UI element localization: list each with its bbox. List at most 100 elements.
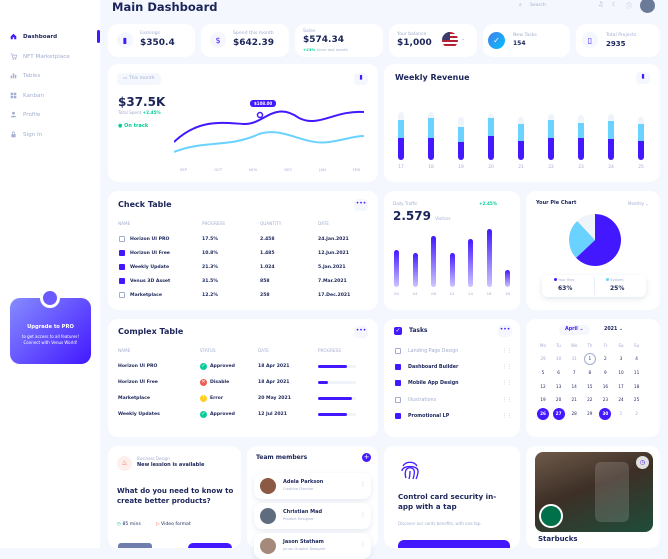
calendar-day[interactable]: 10 [618,369,624,375]
avatar-group [118,543,152,548]
axis-label: OCT [214,167,223,172]
traffic-unit: Visitors [435,216,451,221]
line-chart [174,110,364,153]
calendar-day[interactable]: 25 [633,397,640,403]
calendar-day[interactable]: 1 [619,411,623,417]
calendar-day[interactable]: 2 [635,411,638,417]
calendar-day[interactable]: 3 [619,356,623,361]
calendar-day[interactable]: 9 [604,369,607,375]
card-title: Your Pie Chart [536,200,577,206]
stat-total-projects: ▯ Total Projects 2935 [576,24,660,57]
sidebar-item-sign-in[interactable]: Sign In [10,131,42,138]
sidebar-item-nft-marketplace[interactable]: NFT Marketplace [10,53,70,60]
calendar-day[interactable]: 5 [541,369,545,375]
calendar-day[interactable]: 16 [602,383,609,389]
sidebar-item-dashboard[interactable]: Dashboard [10,33,57,40]
drag-handle-icon[interactable]: ⋮⋮ [502,364,512,371]
column-header: NAME [118,221,131,226]
calendar-day[interactable]: 12 [540,383,546,389]
calendar-day[interactable]: 19 [540,397,546,403]
revenue-bar-segment [458,127,464,143]
calendar-day[interactable]: 24 [618,397,624,403]
year-selector[interactable]: 2021 ⌄ [604,327,624,332]
chart-menu-button[interactable]: ▮ [636,72,650,84]
bell-icon[interactable]: ♫ [598,1,604,8]
calendar-day[interactable]: 22 [587,397,593,403]
task-checkbox[interactable] [395,380,401,387]
stat-sub: since last month [316,47,348,52]
calendar-day[interactable]: 29 [587,411,593,417]
revenue-bar-segment [578,122,584,138]
sidebar-item-tables[interactable]: Tables [10,72,40,79]
calendar-day[interactable]: 15 [587,383,593,389]
info-icon[interactable]: ⓘ [626,3,633,10]
more-icon[interactable]: ⋮ [360,541,366,548]
avatar[interactable] [640,0,655,13]
line-series-2 [174,131,364,153]
drag-handle-icon[interactable]: ⋮⋮ [502,412,512,419]
drag-handle-icon[interactable]: ⋮⋮ [502,348,512,354]
revenue-bar-segment [608,121,614,140]
calendar-day[interactable]: 7 [572,369,576,375]
month-selector[interactable]: April ⌄ [559,325,590,335]
more-icon[interactable]: ⋮ [360,481,366,488]
search-input[interactable]: ⌕ Search [512,0,590,12]
calendar-day[interactable]: 1 [588,356,592,361]
task-checkbox[interactable] [395,412,401,419]
calendar-day[interactable]: 20 [555,397,562,403]
drag-handle-icon[interactable]: ⋮⋮ [502,380,512,387]
calendar-day[interactable]: 26 [540,411,546,417]
calendar-day[interactable]: 13 [555,383,562,389]
traffic-bar [468,239,473,287]
cell-quantity: 1.024 [260,265,275,270]
calendar-day[interactable]: 14 [571,383,577,389]
calendar-day[interactable]: 31 [571,356,577,361]
more-button[interactable]: ••• [498,325,512,337]
security-button[interactable] [398,540,510,548]
timer-icon[interactable]: ◷ [636,456,649,469]
lesson-format: Video format [161,522,191,527]
legend-swatch [554,278,557,281]
task-checkbox[interactable] [395,348,401,354]
add-member-button[interactable]: + [362,453,371,462]
calendar-day[interactable]: 2 [604,356,607,361]
chart-menu-button[interactable]: ▮ [354,73,368,85]
calendar-day[interactable]: 30 [602,411,609,417]
calendar-day[interactable]: 30 [555,356,562,361]
row-checkbox[interactable] [119,236,125,242]
calendar-day[interactable]: 29 [540,356,546,361]
more-icon[interactable]: ⋮ [360,511,366,518]
lesson-question: What do you need to know to create bette… [117,487,234,505]
card-title: Complex Table [118,327,184,336]
task-checkbox[interactable] [395,396,401,403]
cell-name: Venus 3D Asset [130,279,171,284]
drag-handle-icon[interactable]: ⋮⋮ [502,396,512,403]
task-checkbox[interactable] [395,364,401,371]
row-checkbox[interactable] [119,292,125,298]
calendar-day[interactable]: 4 [635,356,638,361]
lesson-button[interactable] [188,543,232,548]
more-button[interactable]: ••• [354,199,368,211]
active-indicator [97,30,100,43]
calendar-day[interactable]: 18 [633,383,640,389]
calendar-day[interactable]: 23 [602,397,609,403]
chevron-down-icon[interactable]: ⌄ [461,36,466,42]
sidebar-item-profile[interactable]: Profile [10,111,40,118]
row-checkbox[interactable] [119,264,125,270]
calendar-day[interactable]: 21 [571,397,577,403]
calendar-day[interactable]: 28 [571,411,577,417]
x-circle-icon: ✕ [200,379,207,386]
calendar-day[interactable]: 6 [557,369,560,375]
calendar-day[interactable]: 17 [618,383,624,389]
moon-icon[interactable]: ☾ [612,1,618,8]
calendar-day[interactable]: 11 [633,369,640,375]
row-checkbox[interactable] [119,250,125,256]
sidebar-item-kanban[interactable]: Kanban [10,92,44,99]
calendar-day[interactable]: 27 [555,411,562,417]
status-text: Approved [210,412,235,417]
row-checkbox[interactable] [119,278,125,284]
more-button[interactable]: ••• [354,326,368,338]
period-dropdown[interactable]: Monthly ⌄ [628,201,649,206]
period-selector[interactable]: ▭ This month [117,73,161,85]
calendar-day[interactable]: 8 [588,369,592,375]
